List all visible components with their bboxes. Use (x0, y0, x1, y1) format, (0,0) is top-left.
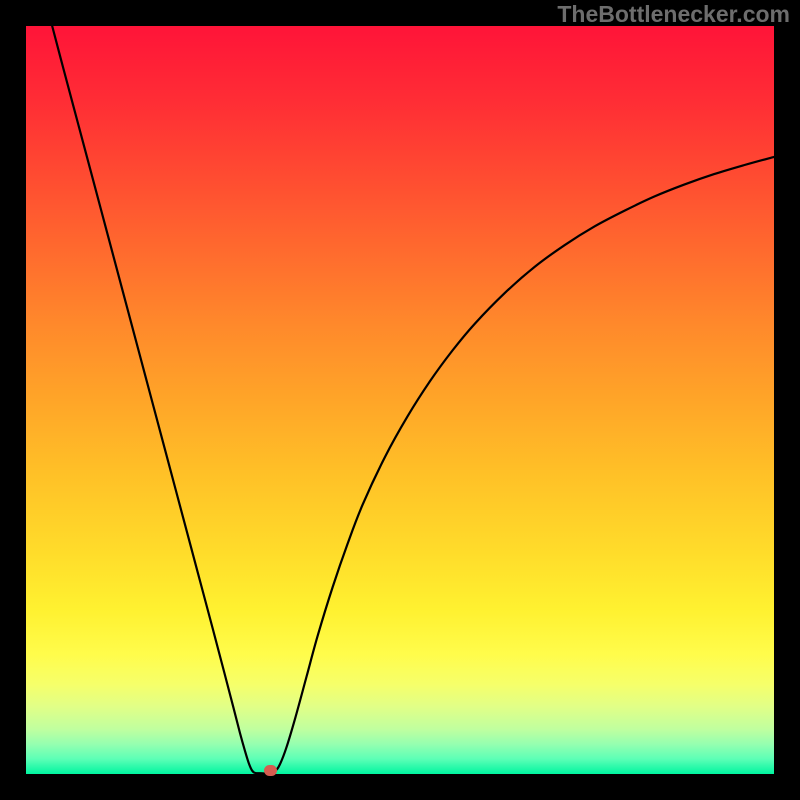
watermark-text: TheBottlenecker.com (557, 1, 790, 28)
plot-area (26, 26, 774, 774)
optimal-point-marker (264, 765, 277, 776)
chart-frame: TheBottlenecker.com (0, 0, 800, 800)
